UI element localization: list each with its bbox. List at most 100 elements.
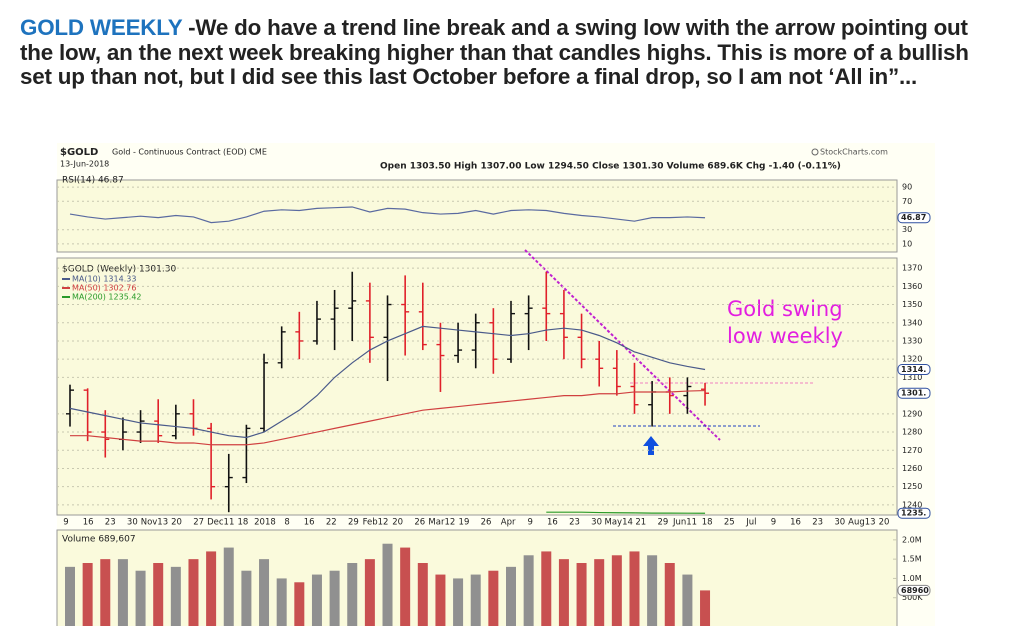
volume-bar bbox=[453, 578, 464, 626]
x-tick-label: 20 bbox=[879, 518, 890, 528]
volume-bar bbox=[576, 563, 587, 626]
volume-bar bbox=[382, 543, 393, 626]
volume-bar bbox=[241, 570, 252, 626]
volume-bar bbox=[82, 563, 93, 626]
volume-bar bbox=[311, 574, 322, 626]
volume-bar bbox=[364, 559, 375, 626]
post-title: GOLD WEEKLY bbox=[20, 15, 183, 40]
x-tick-label: 23 bbox=[812, 518, 823, 528]
line bbox=[69, 206, 706, 224]
description: Gold - Continuous Contract (EOD) CME bbox=[112, 148, 267, 157]
volume-bar bbox=[65, 566, 75, 626]
x-tick-label: 30 bbox=[591, 518, 602, 528]
volume-bar bbox=[400, 547, 411, 626]
volume-bar bbox=[611, 555, 622, 626]
volume-bar bbox=[117, 559, 128, 626]
x-tick-label: 16 bbox=[547, 518, 558, 528]
volume-bar bbox=[153, 563, 164, 626]
y-tick-label: 1270 bbox=[902, 446, 922, 455]
rsi-panel bbox=[56, 179, 898, 253]
y-tick-label: 10 bbox=[902, 239, 912, 248]
x-tick-label: 9 bbox=[63, 518, 68, 528]
legend-entry: MA(200) 1235.42 bbox=[72, 293, 142, 302]
y-tick-label: 1.0M bbox=[902, 574, 922, 583]
value-badge bbox=[897, 364, 931, 376]
volume-bar bbox=[523, 555, 534, 626]
y-tick-label: 90 bbox=[902, 183, 912, 192]
value-badge bbox=[897, 387, 931, 399]
x-tick-label: 21 bbox=[635, 518, 646, 528]
rsi-label: RSI(14) 46.87 bbox=[62, 176, 124, 186]
volume-bar bbox=[206, 551, 217, 626]
annotation: low weekly bbox=[727, 324, 843, 348]
y-tick-label: 70 bbox=[902, 197, 912, 206]
x-tick-label: 2018 bbox=[254, 518, 276, 528]
x-tick-label: Feb12 bbox=[363, 518, 389, 528]
value-badge-label: 68960 bbox=[901, 586, 929, 595]
volume-bar bbox=[594, 559, 605, 626]
annotation: Gold swing bbox=[727, 297, 843, 321]
y-tick-label: 1250 bbox=[902, 482, 922, 491]
volume-bar bbox=[100, 559, 111, 626]
y-tick-label: 1290 bbox=[902, 409, 922, 418]
line bbox=[70, 389, 706, 446]
volume-bar bbox=[188, 559, 199, 626]
x-tick-label: 26 bbox=[414, 518, 425, 528]
y-tick-label: 1320 bbox=[902, 355, 922, 364]
swing-arrow bbox=[643, 436, 659, 455]
volume-bar bbox=[276, 578, 287, 626]
x-tick-label: 26 bbox=[481, 518, 492, 528]
y-tick-label: 1350 bbox=[902, 300, 922, 309]
x-tick-label: Apr bbox=[501, 518, 516, 528]
volume-bar bbox=[170, 566, 181, 626]
legend-entry: MA(50) 1302.76 bbox=[72, 284, 136, 293]
volume-label: Volume 689,607 bbox=[62, 535, 136, 545]
line bbox=[546, 511, 706, 514]
x-tick-label: 22 bbox=[326, 518, 337, 528]
volume-bar bbox=[135, 570, 146, 626]
x-tick-label: 9 bbox=[771, 518, 776, 528]
x-tick-label: Dec11 bbox=[207, 518, 234, 528]
x-tick-label: 29 bbox=[658, 518, 669, 528]
x-tick-label: 16 bbox=[83, 518, 94, 528]
x-tick-label: 29 bbox=[348, 518, 359, 528]
x-tick-label: 30 bbox=[834, 518, 845, 528]
volume-bar bbox=[470, 574, 481, 626]
x-tick-label: 23 bbox=[105, 518, 116, 528]
symbol: $GOLD bbox=[60, 147, 98, 158]
volume-bar bbox=[541, 551, 552, 626]
x-tick-label: 19 bbox=[459, 518, 470, 528]
value-badge-label: 1235. bbox=[901, 509, 926, 518]
source-icon bbox=[811, 148, 819, 156]
x-tick-label: Nov13 bbox=[141, 518, 168, 528]
volume-bar bbox=[647, 555, 658, 626]
volume-bar bbox=[700, 590, 711, 626]
x-tick-label: Jun11 bbox=[672, 518, 697, 528]
x-tick-label: May14 bbox=[605, 518, 633, 528]
value-badge bbox=[897, 212, 931, 224]
x-tick-label: 16 bbox=[304, 518, 315, 528]
x-tick-label: 9 bbox=[528, 518, 533, 528]
line bbox=[69, 325, 706, 439]
x-tick-label: 25 bbox=[724, 518, 735, 528]
y-tick-label: 30 bbox=[902, 225, 912, 234]
volume-bar bbox=[506, 566, 516, 626]
y-tick-label: 1.5M bbox=[902, 555, 922, 564]
volume-bar bbox=[329, 570, 340, 626]
y-tick-label: 2.0M bbox=[902, 535, 922, 544]
post-text: -We do have a trend line break and a swi… bbox=[20, 15, 969, 89]
volume-bar bbox=[223, 547, 234, 626]
x-tick-label: 23 bbox=[569, 518, 580, 528]
volume-bar bbox=[259, 559, 270, 626]
y-tick-label: 1330 bbox=[902, 336, 922, 345]
volume-bar bbox=[347, 563, 358, 626]
date: 13-Jun-2018 bbox=[60, 160, 109, 169]
value-badge-label: 1301. bbox=[901, 389, 926, 398]
y-tick-label: 1310 bbox=[902, 373, 922, 382]
value-badge bbox=[897, 507, 931, 519]
volume-bar bbox=[558, 559, 569, 626]
price-panel bbox=[56, 257, 898, 516]
x-tick-label: 18 bbox=[702, 518, 713, 528]
